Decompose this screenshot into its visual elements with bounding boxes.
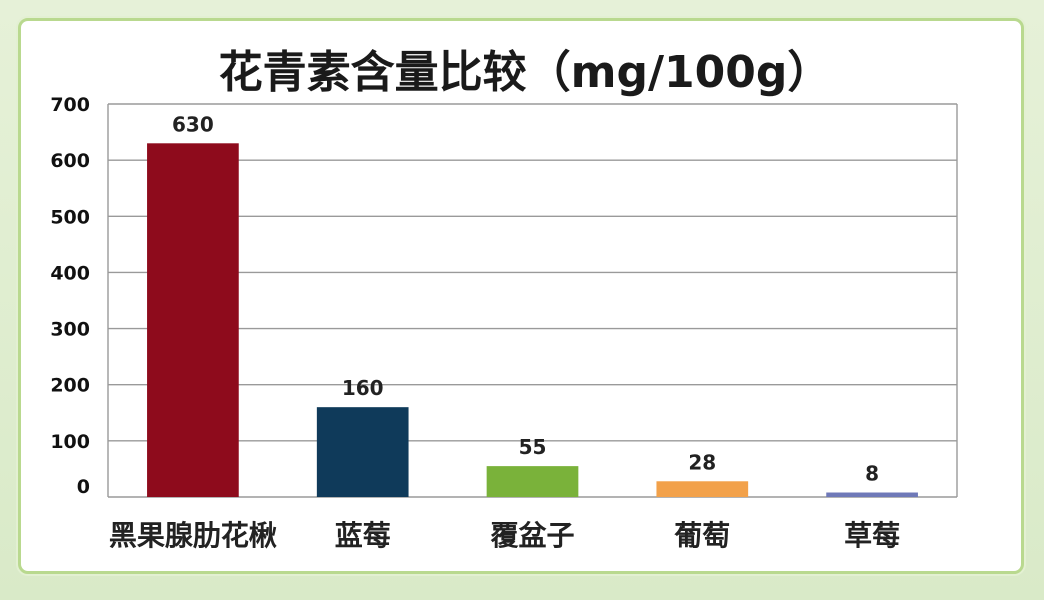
y-tick-label: 700 — [50, 94, 90, 116]
chart-title: 花青素含量比较（mg/100g） — [219, 47, 832, 98]
bar — [316, 407, 409, 497]
bar — [486, 466, 579, 497]
category-label: 葡萄 — [674, 519, 730, 552]
bars — [147, 143, 918, 498]
category-label: 覆盆子 — [489, 519, 574, 552]
bar — [826, 492, 918, 497]
bar-value-label: 28 — [688, 450, 716, 474]
bar — [656, 481, 749, 497]
value-labels: 630 160 55 28 8 — [172, 112, 879, 485]
category-label: 黑果腺肋花楸 — [109, 519, 277, 552]
y-tick-label: 300 — [50, 319, 90, 341]
y-axis: 0 100 200 300 400 500 600 700 — [50, 94, 90, 498]
bar-value-label: 630 — [172, 112, 214, 136]
bar-value-label: 160 — [342, 376, 384, 400]
category-label: 草莓 — [844, 519, 900, 552]
x-axis-labels: 黑果腺肋花楸 蓝莓 覆盆子 葡萄 草莓 — [109, 519, 900, 552]
category-label: 蓝莓 — [335, 519, 391, 552]
bar-value-label: 55 — [519, 435, 547, 459]
y-tick-label: 400 — [50, 262, 90, 284]
grid-lines — [107, 103, 958, 498]
y-tick-label: 600 — [50, 150, 90, 172]
y-tick-label: 200 — [50, 375, 90, 397]
y-tick-label: 100 — [50, 431, 90, 453]
y-tick-label: 0 — [77, 476, 90, 498]
bar-value-label: 8 — [865, 462, 879, 486]
bar — [147, 143, 239, 498]
y-tick-label: 500 — [50, 206, 90, 228]
